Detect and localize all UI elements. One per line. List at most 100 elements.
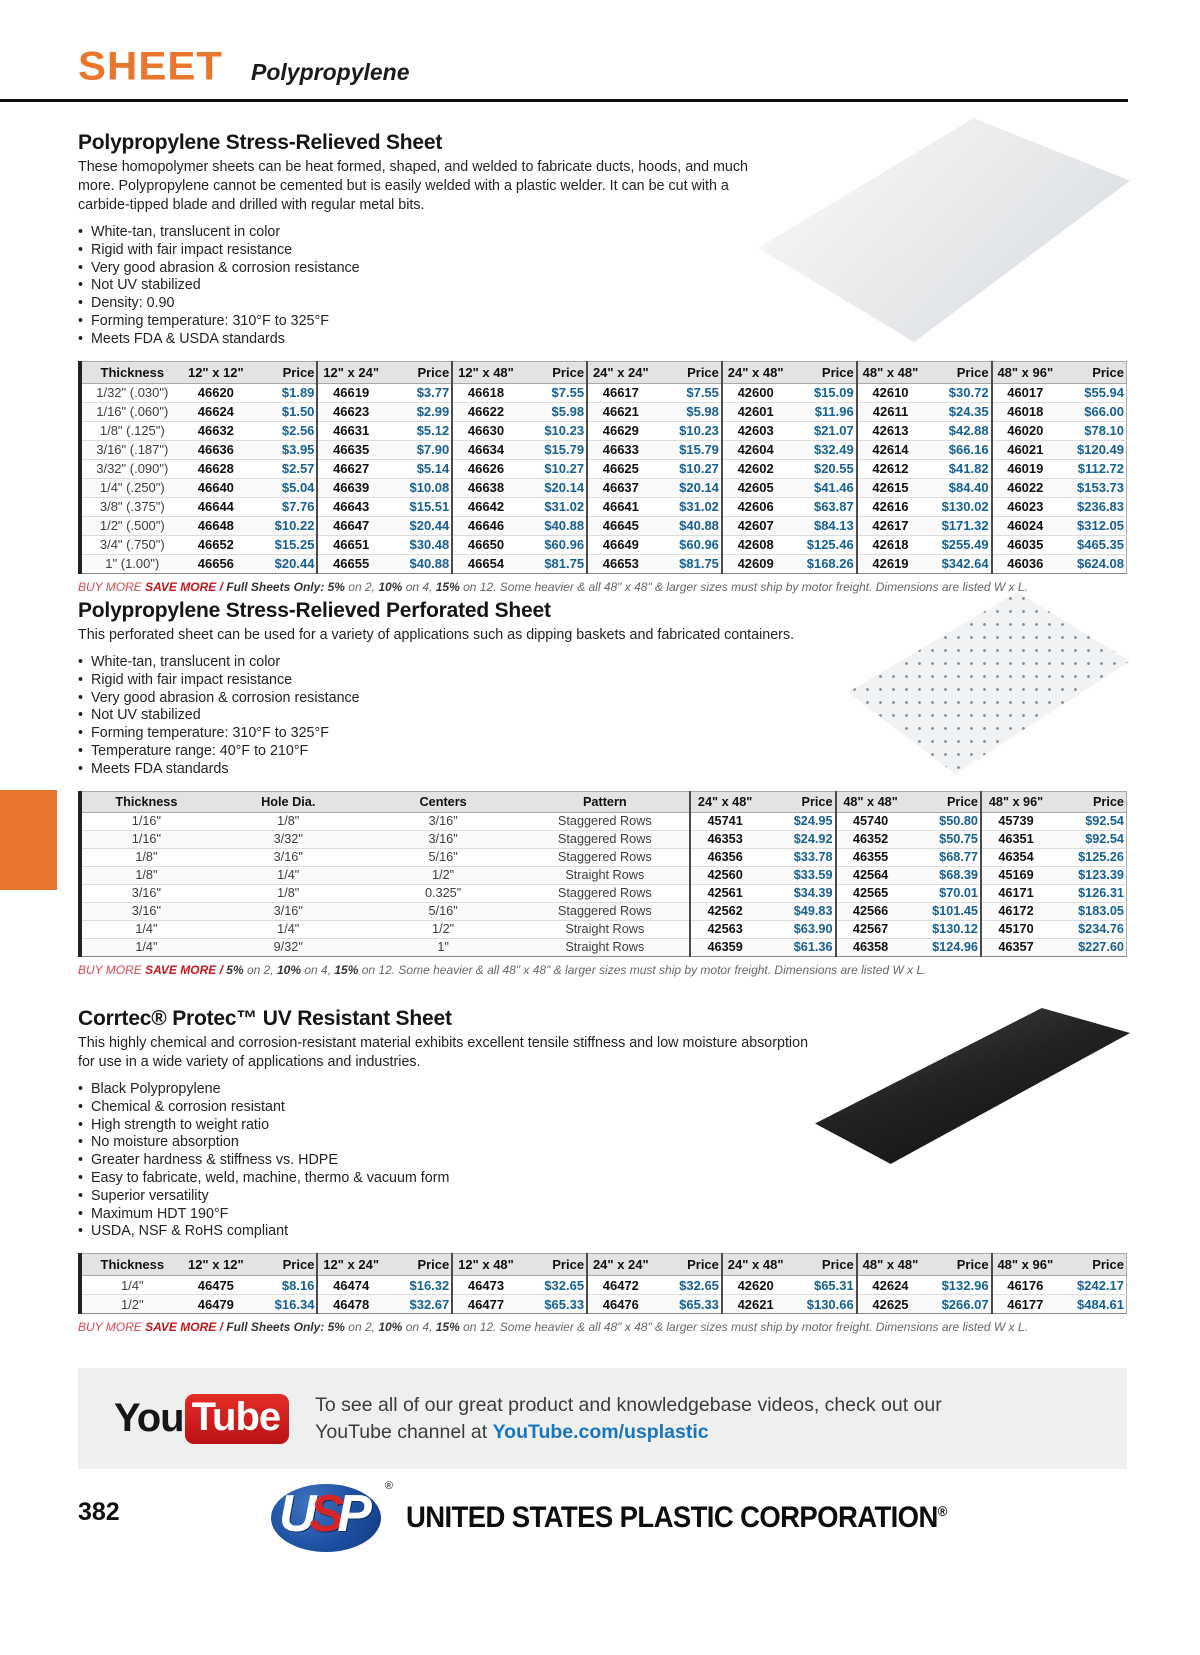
- item-number-cell: 46631: [316, 421, 384, 441]
- price-cell: $20.14: [544, 480, 585, 496]
- price-cell: $41.46: [813, 480, 854, 496]
- price-cell: $40.88: [544, 518, 585, 534]
- item-number-cell: 42607: [720, 516, 789, 536]
- item-number-cell: 46171: [979, 884, 1051, 903]
- item-number-cell: 46358: [834, 938, 905, 957]
- table-row: 1/16" 1/8" 3/16" Staggered Rows 45741 $24.95 4…: [80, 812, 1127, 831]
- price-cell: $78.10: [1084, 423, 1124, 439]
- item-number-cell: 42563: [689, 920, 760, 939]
- item-number-cell: 46477: [451, 1294, 519, 1314]
- youtube-channel-link[interactable]: YouTube.com/usplastic: [492, 1420, 709, 1443]
- item-number-cell: 42611: [855, 402, 924, 422]
- price-cell: $11.96: [814, 404, 854, 420]
- spec-cell: 1/4": [135, 940, 158, 955]
- price-cell: $30.48: [409, 537, 450, 553]
- pricing-table: Thickness 12" x 12" Price 12" x 24" Price 12"…: [78, 1253, 1127, 1315]
- spec-cell: 1/4": [135, 922, 158, 937]
- item-number-cell: 46632: [197, 423, 234, 439]
- price-cell: $30.72: [948, 385, 989, 401]
- page-number: 382: [78, 1498, 120, 1526]
- price-cell: $5.98: [551, 404, 585, 420]
- column-header: Price: [923, 1253, 992, 1277]
- page-header: SHEET Polypropylene: [78, 42, 410, 90]
- item-number-cell: 46359: [689, 938, 760, 957]
- column-header: 12" x 12": [182, 361, 250, 384]
- section-description: This perforated sheet can be used for a …: [78, 627, 795, 643]
- spec-cell: 3/16": [428, 832, 458, 847]
- item-number-cell: 42601: [720, 402, 789, 422]
- spec-cell: 1" (1.00"): [105, 556, 160, 572]
- column-header: 24" x 24": [586, 361, 654, 384]
- spec-cell: 5/16": [428, 904, 458, 919]
- spec-cell: 3/16": [273, 850, 303, 865]
- spec-cell: Staggered Rows: [557, 886, 652, 901]
- item-number-cell: 46627: [316, 459, 384, 479]
- column-header: 48" x 48": [855, 361, 924, 384]
- price-cell: $8.16: [281, 1277, 315, 1293]
- youtube-banner: You Tube To see all of our great product …: [78, 1368, 1127, 1469]
- bullet-item: Greater hardness & stiffness vs. HDPE: [78, 1152, 1127, 1170]
- spec-cell: 1/8": [277, 886, 300, 901]
- bullet-item: Not UV stabilized: [78, 277, 1127, 295]
- usp-logo-letters: USP: [279, 1484, 372, 1544]
- bullet-item: Easy to fabricate, weld, machine, thermo…: [78, 1170, 1127, 1188]
- item-number-cell: 46630: [451, 421, 519, 441]
- youtube-logo-you: You: [114, 1396, 185, 1440]
- bullet-item: Density: 0.90: [78, 295, 1127, 313]
- item-number-cell: 46656: [197, 556, 234, 572]
- bullet-item: Forming temperature: 310°F to 325°F: [78, 725, 1127, 743]
- price-cell: $465.35: [1077, 537, 1124, 553]
- spec-cell: Straight Rows: [565, 922, 645, 937]
- price-cell: $24.92: [793, 832, 833, 847]
- spec-cell: 3/8" (.375"): [99, 499, 165, 515]
- bullet-item: Meets FDA standards: [78, 761, 1127, 779]
- column-header: 12" x 12": [182, 1253, 250, 1277]
- item-number-cell: 46648: [197, 518, 234, 534]
- company-registered-mark: ®: [937, 1503, 948, 1520]
- spec-cell: 5/16": [428, 850, 458, 865]
- item-number-cell: 46625: [586, 459, 654, 479]
- item-number-cell: 42566: [834, 902, 905, 921]
- bullet-item: Very good abrasion & corrosion resistanc…: [78, 260, 1127, 278]
- item-number-cell: 46638: [451, 478, 519, 498]
- item-number-cell: 46035: [990, 535, 1059, 555]
- item-number-cell: 46357: [979, 938, 1051, 957]
- column-header: Thickness: [80, 361, 183, 384]
- youtube-text: To see all of our great product and know…: [315, 1392, 942, 1446]
- column-header: Thickness: [80, 791, 211, 813]
- table-row: 3/8" (.375") 46644 $7.76 46643 $15.51 46642 $3…: [80, 497, 1127, 517]
- item-number-cell: 45169: [979, 866, 1051, 885]
- price-cell: $15.79: [679, 442, 719, 458]
- column-header: 24" x 48": [720, 1253, 789, 1277]
- bullet-item: Maximum HDT 190°F: [78, 1206, 1127, 1224]
- price-cell: $40.88: [409, 556, 450, 572]
- item-number-cell: 46624: [197, 404, 234, 420]
- column-header: 24" x 48": [720, 361, 789, 384]
- price-cell: $101.45: [932, 904, 978, 919]
- price-cell: $15.09: [813, 385, 854, 401]
- price-cell: $5.98: [686, 404, 719, 420]
- column-header: Price: [759, 791, 836, 813]
- item-number-cell: 42604: [720, 440, 789, 460]
- item-number-cell: 42612: [855, 459, 924, 479]
- price-cell: $126.31: [1078, 886, 1124, 901]
- price-cell: $20.44: [274, 556, 315, 572]
- column-header: Price: [653, 1253, 722, 1277]
- spec-cell: 1/8": [135, 850, 158, 865]
- item-number-cell: 46620: [197, 385, 234, 401]
- item-number-cell: 46629: [586, 421, 654, 441]
- price-cell: $50.75: [939, 832, 978, 847]
- item-number-cell: 46650: [451, 535, 519, 555]
- column-header: Price: [653, 361, 722, 384]
- table-row: 3/16" (.187") 46636 $3.95 46635 $7.90 46634 $1…: [80, 440, 1127, 460]
- column-header: Price: [788, 361, 857, 384]
- bullet-item: Forming temperature: 310°F to 325°F: [78, 313, 1127, 331]
- column-header: 12" x 48": [451, 361, 519, 384]
- price-cell: $10.23: [544, 423, 585, 439]
- column-header: Pattern: [520, 791, 691, 813]
- price-cell: $92.54: [1085, 832, 1124, 847]
- item-number-cell: 42621: [720, 1294, 789, 1314]
- price-cell: $24.35: [948, 404, 989, 420]
- item-number-cell: 46473: [451, 1275, 519, 1295]
